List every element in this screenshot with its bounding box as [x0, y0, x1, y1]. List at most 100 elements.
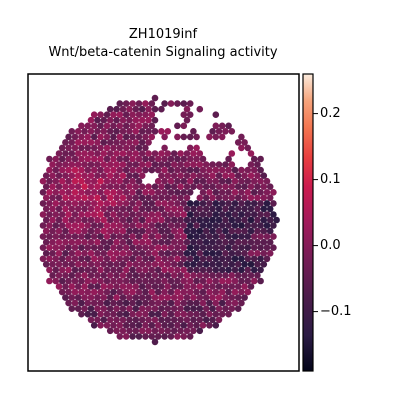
tissue-spot	[126, 172, 133, 179]
tissue-spot	[94, 139, 101, 146]
tissue-spot	[183, 194, 191, 202]
tissue-spot	[164, 261, 172, 268]
tissue-spot	[164, 316, 172, 324]
tissue-spot	[222, 305, 229, 313]
tissue-spot	[209, 194, 216, 202]
tissue-spot	[87, 194, 95, 202]
tissue-spot	[71, 189, 79, 196]
tissue-spot	[110, 277, 117, 285]
tissue-spot	[119, 150, 127, 157]
tissue-spot	[254, 272, 261, 279]
tissue-spot	[228, 227, 236, 235]
tissue-spot	[100, 283, 108, 290]
tissue-spot	[244, 222, 252, 229]
tissue-spot	[196, 272, 204, 279]
tissue-spot	[135, 155, 143, 163]
tissue-spot	[186, 233, 194, 240]
tissue-spot	[49, 172, 56, 179]
tissue-spot	[186, 277, 194, 285]
tissue-spot	[142, 166, 149, 174]
tissue-spot	[209, 161, 216, 168]
tissue-spot	[78, 211, 85, 218]
tissue-spot	[103, 155, 111, 163]
tissue-spot	[90, 155, 98, 163]
tissue-spot	[190, 172, 197, 179]
tissue-spot	[145, 316, 152, 324]
tissue-spot	[113, 305, 120, 313]
tissue-spot	[193, 288, 200, 296]
tissue-spot	[84, 244, 92, 251]
tissue-spot	[180, 322, 188, 329]
tissue-spot	[68, 261, 76, 268]
tissue-spot	[132, 150, 140, 157]
tissue-spot	[218, 133, 226, 141]
tissue-spot	[126, 139, 133, 146]
tissue-spot	[180, 266, 188, 274]
tissue-spot	[257, 244, 264, 251]
tissue-spot	[263, 222, 271, 229]
tissue-spot	[234, 205, 242, 213]
tissue-spot	[138, 161, 146, 168]
tissue-spot	[94, 194, 101, 202]
tissue-spot	[158, 161, 165, 168]
tissue-spot	[84, 122, 92, 130]
tissue-spot	[119, 116, 127, 124]
tissue-spot	[170, 250, 178, 257]
tissue-spot	[218, 166, 226, 174]
tissue-spot	[116, 266, 124, 274]
tissue-spot	[250, 155, 258, 163]
tissue-spot	[257, 200, 264, 207]
tissue-spot	[129, 200, 136, 207]
tissue-spot	[132, 316, 140, 324]
tissue-spot	[58, 177, 66, 185]
tissue-spot	[110, 122, 117, 130]
tissue-spot	[241, 194, 248, 202]
tissue-spot	[158, 183, 165, 190]
tissue-spot	[174, 155, 181, 163]
tissue-spot	[257, 211, 264, 218]
tissue-spot	[199, 266, 207, 274]
tissue-spot	[158, 172, 165, 179]
tissue-spot	[215, 283, 223, 290]
tissue-spot	[145, 216, 152, 224]
tissue-spot	[132, 172, 140, 179]
tissue-spot	[244, 255, 252, 263]
tissue-spot	[135, 233, 143, 240]
tissue-spot	[132, 161, 140, 168]
tissue-spot	[78, 310, 85, 318]
tissue-spot	[270, 189, 277, 196]
tissue-spot	[116, 200, 124, 207]
tissue-spot	[241, 205, 248, 213]
tissue-spot	[186, 155, 194, 163]
tissue-spot	[183, 172, 191, 179]
tissue-spot	[103, 200, 111, 207]
tissue-spot	[254, 194, 261, 202]
tissue-spot	[106, 194, 114, 202]
tissue-spot	[145, 227, 152, 235]
tissue-spot	[164, 172, 172, 179]
tissue-spot	[122, 233, 130, 240]
tissue-spot	[90, 111, 98, 118]
tissue-spot	[94, 283, 101, 290]
tissue-spot	[193, 322, 200, 329]
tissue-spot	[135, 244, 143, 251]
tissue-spot	[196, 316, 204, 324]
tissue-spot	[154, 322, 162, 329]
tissue-spot	[238, 222, 245, 229]
tissue-spot	[263, 244, 271, 251]
tissue-spot	[167, 211, 175, 218]
tissue-spot	[90, 166, 98, 174]
tissue-spot	[84, 299, 92, 307]
tissue-spot	[257, 189, 264, 196]
tissue-spot	[84, 189, 92, 196]
tissue-spot	[103, 211, 111, 218]
tissue-spot	[206, 310, 213, 318]
tissue-spot	[234, 227, 242, 235]
tissue-spot	[68, 161, 76, 168]
tissue-spot	[135, 144, 143, 152]
tissue-spot	[106, 327, 114, 335]
tissue-spot	[266, 183, 274, 190]
tissue-spot	[250, 244, 258, 251]
tissue-spot	[174, 100, 181, 107]
tissue-spot	[193, 233, 200, 240]
